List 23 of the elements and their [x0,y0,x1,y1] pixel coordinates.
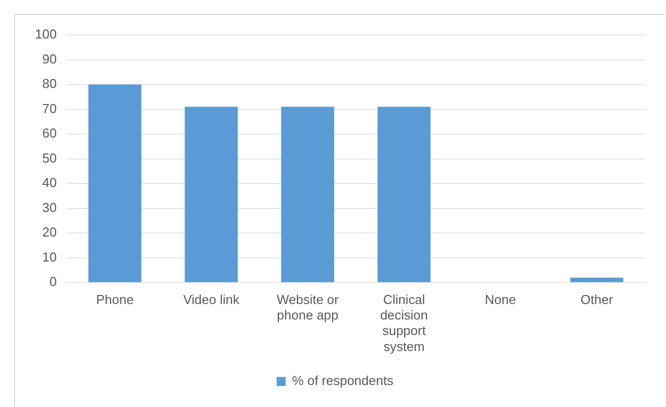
x-tick-label: Video link [183,292,240,307]
y-tick-label: 40 [42,175,57,190]
bar [378,106,431,282]
y-tick-label: 30 [42,200,57,215]
x-tick-label: Clinical decision support system [380,292,428,354]
y-tick-label: 90 [42,51,57,66]
y-tick-label: 10 [42,249,57,264]
y-tick-label: 50 [42,150,57,166]
bar [184,106,238,282]
y-tick-label: 80 [42,76,57,92]
bar [88,84,142,282]
y-tick-label: 70 [42,100,57,116]
y-tick-label: 100 [34,26,57,42]
x-tick-label: Website or phone app [276,292,340,323]
x-tick-label: None [484,292,516,307]
bar [281,106,334,282]
legend-label: % of respondents [292,373,394,388]
y-tick-label: 0 [49,274,57,290]
x-tick-label: Phone [96,292,134,307]
y-tick-label: 60 [42,126,57,141]
x-tick-label: Other [580,292,614,307]
y-tick-label: 20 [42,224,57,240]
bar [570,278,624,282]
